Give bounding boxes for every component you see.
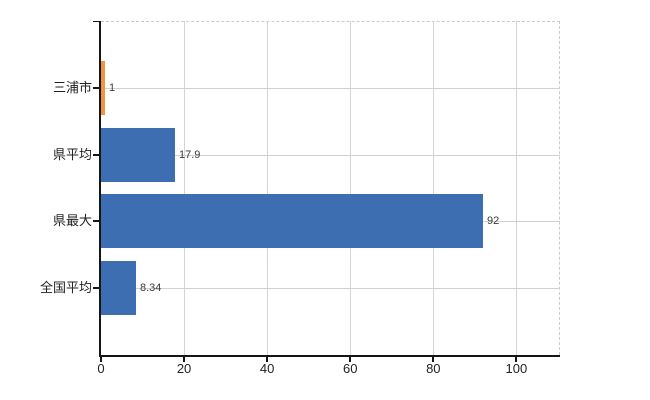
x-gridline (516, 21, 518, 355)
y-axis-tick (93, 287, 100, 289)
plot-right-border (559, 21, 560, 355)
x-axis-tick-label: 60 (342, 361, 358, 376)
x-axis-tick (515, 357, 518, 362)
x-axis-tick-label: 20 (176, 361, 192, 376)
category-label: 県最大 (52, 213, 92, 228)
x-axis-tick (266, 357, 269, 362)
category-gridline (101, 155, 560, 156)
x-gridline (433, 21, 435, 355)
x-axis-tick-label: 0 (97, 361, 105, 376)
bar (101, 61, 105, 115)
category-label: 全国平均 (39, 280, 92, 295)
x-axis-tick-label: 40 (259, 361, 275, 376)
x-axis-tick (183, 357, 186, 362)
x-gridline (184, 21, 186, 355)
x-axis-line (99, 355, 560, 357)
y-axis-tick (93, 154, 100, 156)
category-label: 三浦市 (52, 80, 92, 95)
bar-value-label: 92 (487, 215, 500, 227)
bar-value-label: 1 (109, 82, 116, 94)
category-gridline (101, 288, 560, 289)
y-axis-line (99, 21, 101, 355)
y-axis-tick (93, 87, 100, 89)
plot-top-border (101, 21, 560, 22)
x-axis-tick (432, 357, 435, 362)
category-label: 県平均 (52, 147, 92, 162)
bar-value-label: 17.9 (179, 149, 201, 161)
bar (101, 194, 483, 248)
x-axis-tick-label: 80 (426, 361, 441, 376)
bar (101, 128, 175, 182)
x-axis-tick (100, 357, 102, 362)
category-gridline (101, 88, 560, 89)
x-gridline (350, 21, 352, 355)
bar-value-label: 8.34 (140, 282, 162, 294)
bar (101, 261, 136, 315)
x-gridline (267, 21, 269, 355)
x-axis-tick (349, 357, 352, 362)
x-axis-tick-label: 100 (505, 361, 528, 376)
y-axis-tick (93, 220, 100, 222)
y-axis-top-tick (93, 21, 100, 22)
